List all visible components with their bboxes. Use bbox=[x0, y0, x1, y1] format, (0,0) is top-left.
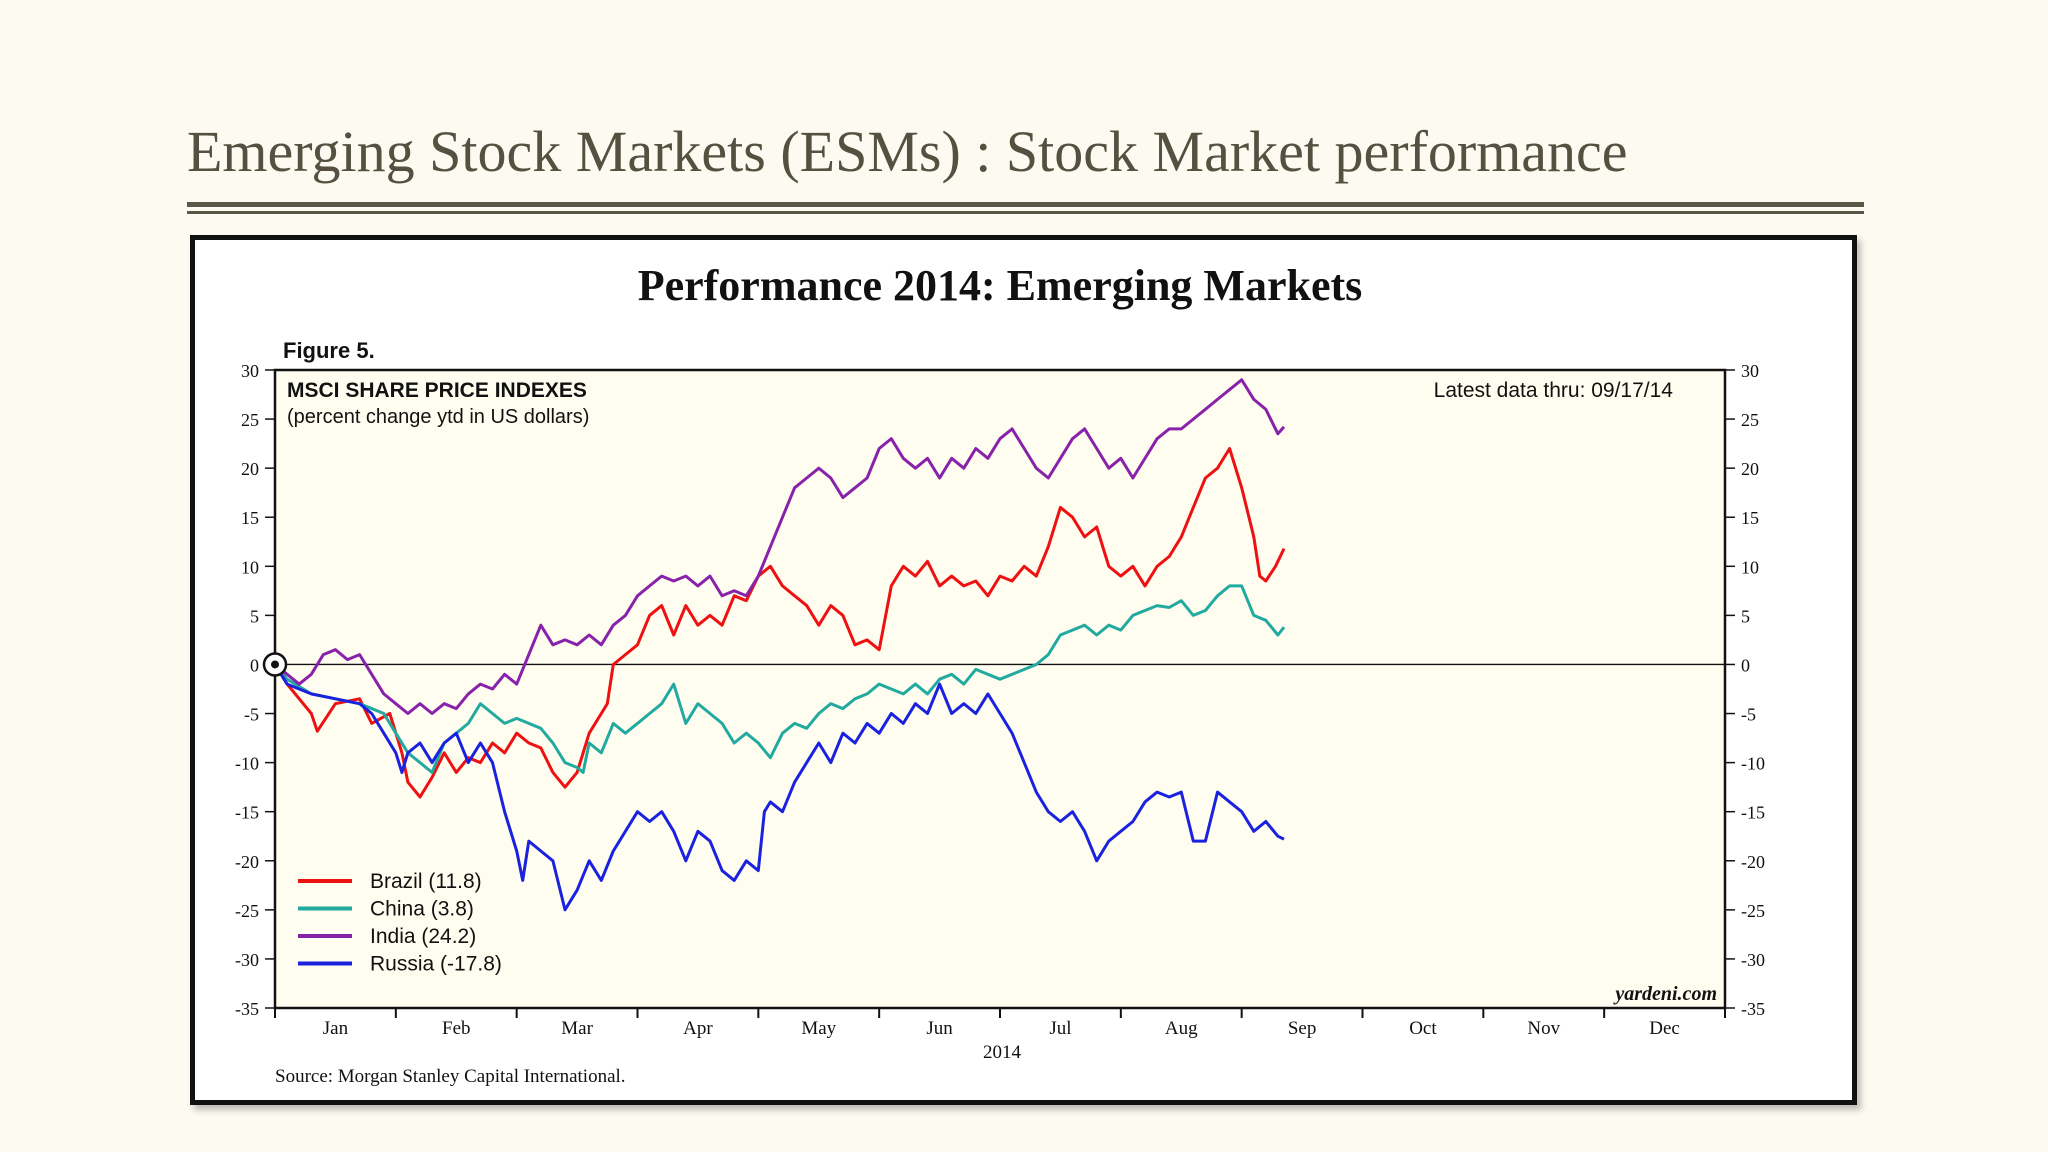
y-tick-label-right: -30 bbox=[1741, 950, 1765, 970]
y-tick-label-right: -25 bbox=[1741, 901, 1765, 921]
title-rule-thick bbox=[187, 202, 1864, 207]
x-tick-label-mar: Mar bbox=[561, 1018, 593, 1039]
legend: Brazil (11.8) China (3.8) India (24.2) Russ… bbox=[298, 870, 502, 976]
slide-title: Emerging Stock Markets (ESMs) : Stock Ma… bbox=[187, 119, 1628, 184]
y-tick-label-right: 5 bbox=[1741, 606, 1750, 626]
y-tick-label-left: -5 bbox=[244, 705, 259, 725]
x-tick-label-jun: Jun bbox=[926, 1018, 953, 1039]
axes: 30 30 25 25 20 20 15 15 10 10 5 5 0 0 -5 -5 -10 -10 -15 -15… bbox=[235, 361, 1765, 1039]
series-line-russia bbox=[273, 663, 1285, 912]
y-tick-label-right: 15 bbox=[1741, 508, 1759, 528]
latest-data-label: Latest data thru: 09/17/14 bbox=[1434, 379, 1674, 402]
x-tick-label-nov: Nov bbox=[1527, 1018, 1560, 1039]
y-tick-label-right: 25 bbox=[1741, 410, 1759, 430]
y-tick-label-right: -5 bbox=[1741, 705, 1756, 725]
y-tick-label-left: -10 bbox=[235, 754, 259, 774]
watermark: yardeni.com bbox=[1613, 983, 1717, 1005]
series-line-india bbox=[274, 378, 1286, 715]
plot-area bbox=[273, 368, 1727, 1010]
series-line-china bbox=[273, 584, 1286, 774]
y-tick-label-left: -15 bbox=[235, 803, 259, 823]
y-tick-label-right: -15 bbox=[1741, 803, 1765, 823]
legend-label-india: India (24.2) bbox=[370, 925, 476, 948]
source-note: Source: Morgan Stanley Capital Internati… bbox=[275, 1066, 626, 1087]
y-tick-label-left: -35 bbox=[235, 999, 259, 1019]
y-tick-label-left: 25 bbox=[241, 410, 259, 430]
y-tick-label-left: -20 bbox=[235, 852, 259, 872]
y-tick-label-left: 0 bbox=[250, 655, 259, 675]
y-tick-label-right: 20 bbox=[1741, 459, 1759, 479]
x-tick-label-oct: Oct bbox=[1409, 1018, 1437, 1039]
y-tick-label-left: 30 bbox=[241, 361, 259, 381]
y-tick-label-right: -10 bbox=[1741, 754, 1765, 774]
y-tick-label-left: 5 bbox=[250, 606, 259, 626]
x-tick-label-dec: Dec bbox=[1649, 1018, 1680, 1039]
title-rule-thin bbox=[187, 211, 1864, 214]
y-tick-label-left: 15 bbox=[241, 508, 259, 528]
chart-title: Performance 2014: Emerging Markets bbox=[638, 261, 1363, 310]
y-tick-label-left: 10 bbox=[241, 557, 259, 577]
chart-svg: Performance 2014: Emerging Markets Figur… bbox=[235, 261, 1765, 1087]
chart-subtitle: MSCI SHARE PRICE INDEXES bbox=[287, 379, 587, 402]
series-lines bbox=[262, 378, 1286, 912]
y-tick-label-left: -30 bbox=[235, 950, 259, 970]
x-axis-label: 2014 bbox=[983, 1042, 1022, 1063]
legend-label-brazil: Brazil (11.8) bbox=[370, 870, 482, 893]
x-tick-label-apr: Apr bbox=[683, 1018, 713, 1039]
legend-label-russia: Russia (-17.8) bbox=[370, 953, 502, 976]
x-tick-label-sep: Sep bbox=[1288, 1018, 1317, 1039]
y-tick-label-right: 30 bbox=[1741, 361, 1759, 381]
y-tick-label-right: 0 bbox=[1741, 655, 1750, 675]
origin-marker-dot bbox=[271, 660, 279, 669]
series-line-brazil bbox=[273, 447, 1286, 799]
y-tick-label-right: 10 bbox=[1741, 557, 1759, 577]
x-tick-label-may: May bbox=[801, 1018, 836, 1039]
x-tick-label-jan: Jan bbox=[323, 1018, 349, 1039]
legend-label-china: China (3.8) bbox=[370, 898, 474, 921]
y-tick-label-right: -35 bbox=[1741, 999, 1765, 1019]
chart-subtitle-units: (percent change ytd in US dollars) bbox=[287, 406, 589, 428]
x-tick-label-jul: Jul bbox=[1049, 1018, 1071, 1039]
y-tick-label-left: 20 bbox=[241, 459, 259, 479]
x-tick-label-aug: Aug bbox=[1165, 1018, 1198, 1039]
chart-panel: Performance 2014: Emerging Markets Figur… bbox=[190, 235, 1857, 1105]
y-tick-label-left: -25 bbox=[235, 901, 259, 921]
figure-label: Figure 5. bbox=[283, 338, 375, 363]
x-tick-label-feb: Feb bbox=[442, 1018, 471, 1039]
y-tick-label-right: -20 bbox=[1741, 852, 1765, 872]
